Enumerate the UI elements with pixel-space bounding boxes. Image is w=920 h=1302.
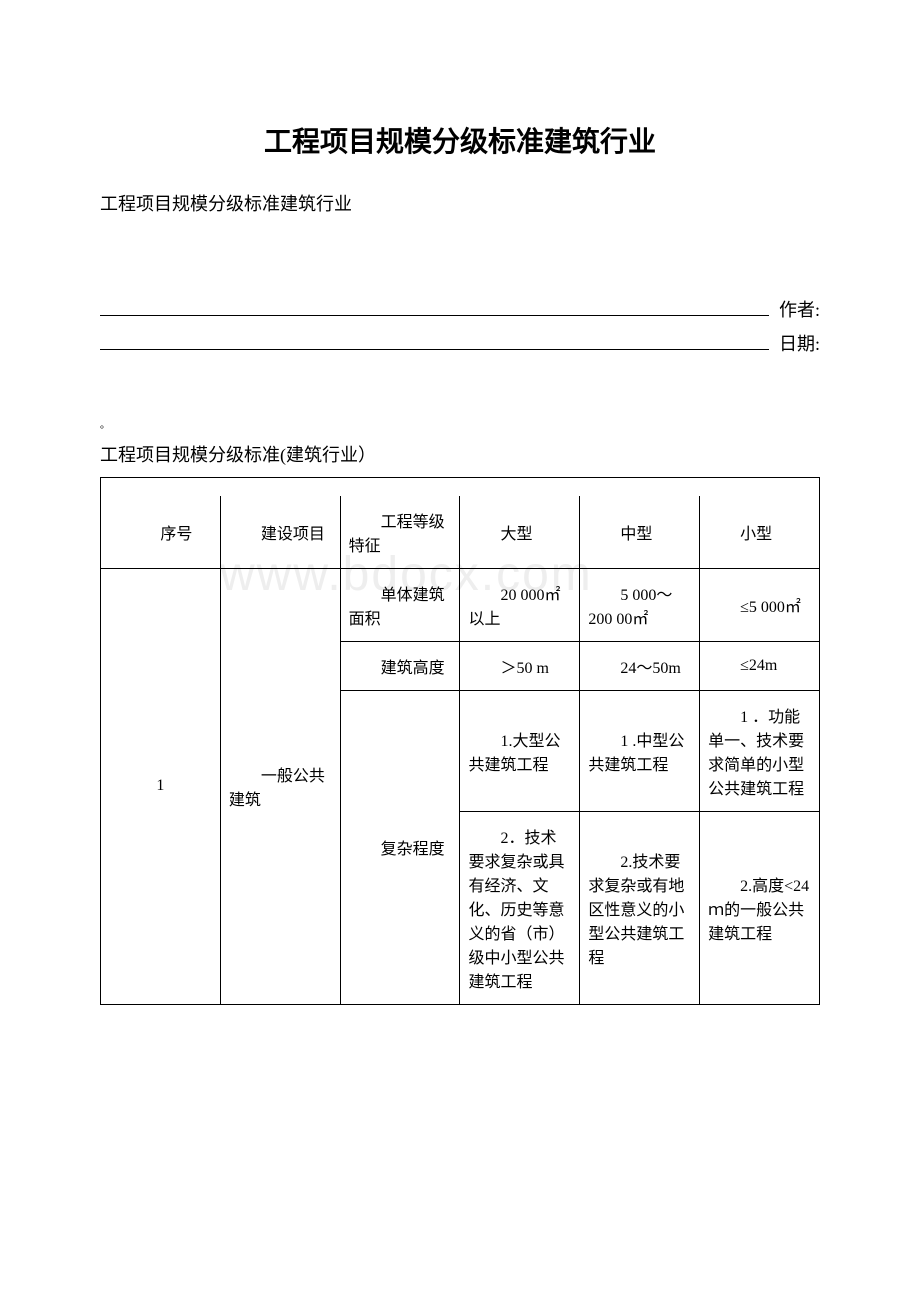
standards-table: 序号 建设项目 工程等级特征 大型 中型 小型 1 一般公共建筑 单体建筑面积 … — [100, 477, 820, 1005]
cell-large: 1.大型公共建筑工程 — [460, 690, 580, 811]
cell-project: 一般公共建筑 — [220, 568, 340, 1004]
cell-large: 2．技术要求复杂或具有经济、文化、历史等意义的省（市）级中小型公共建筑工程 — [460, 811, 580, 1004]
date-line: 日期: — [100, 330, 820, 356]
header-large: 大型 — [460, 496, 580, 569]
date-label: 日期: — [779, 330, 820, 356]
cell-large: ＞50 m — [460, 641, 580, 690]
author-line: 作者: — [100, 296, 820, 322]
cell-large: 20 000㎡以上 — [460, 568, 580, 641]
cell-small: ≤24m — [700, 641, 820, 690]
table-caption: 工程项目规模分级标准(建筑行业） — [100, 441, 820, 467]
subtitle-text: 工程项目规模分级标准建筑行业 — [100, 190, 820, 216]
cell-feature: 单体建筑面积 — [340, 568, 460, 641]
cell-small: 1 ．功能单一、技术要求简单的小型公共建筑工程 — [700, 690, 820, 811]
cell-seq: 1 — [101, 568, 221, 1004]
cell-small: ≤5 000㎡ — [700, 568, 820, 641]
cell-medium: 2.技术要求复杂或有地区性意义的小型公共建筑工程 — [580, 811, 700, 1004]
author-label: 作者: — [779, 296, 820, 322]
cell-feature: 复杂程度 — [340, 690, 460, 1004]
author-underline — [100, 315, 769, 316]
header-feature: 工程等级特征 — [340, 496, 460, 569]
header-project: 建设项目 — [220, 496, 340, 569]
cell-medium: 1 .中型公共建筑工程 — [580, 690, 700, 811]
header-seq: 序号 — [101, 496, 221, 569]
table-header-row: 序号 建设项目 工程等级特征 大型 中型 小型 — [101, 496, 820, 569]
cell-small: 2.高度<24ｍ的一般公共建筑工程 — [700, 811, 820, 1004]
table-row: 1 一般公共建筑 单体建筑面积 20 000㎡以上 5 000～200 00㎡ … — [101, 568, 820, 641]
header-small: 小型 — [700, 496, 820, 569]
cell-medium: 24～50m — [580, 641, 700, 690]
table-spacer-row — [101, 478, 820, 496]
date-underline — [100, 349, 769, 350]
cell-medium: 5 000～200 00㎡ — [580, 568, 700, 641]
small-mark: 。 — [100, 416, 820, 431]
header-medium: 中型 — [580, 496, 700, 569]
page-title: 工程项目规模分级标准建筑行业 — [100, 120, 820, 160]
cell-feature: 建筑高度 — [340, 641, 460, 690]
